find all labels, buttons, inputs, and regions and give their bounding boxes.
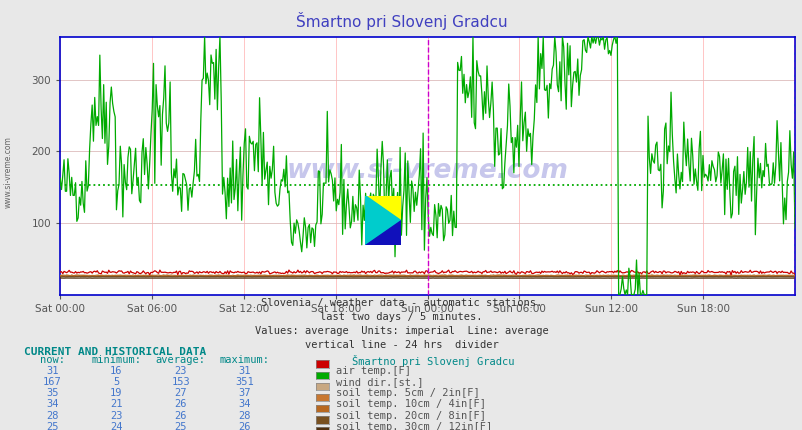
Text: Slovenia / weather data - automatic stations.: Slovenia / weather data - automatic stat…	[261, 298, 541, 307]
Polygon shape	[365, 220, 400, 245]
Text: 28: 28	[238, 411, 251, 421]
Text: 27: 27	[174, 388, 187, 398]
Text: maximum:: maximum:	[220, 355, 269, 365]
Text: soil temp. 10cm / 4in[F]: soil temp. 10cm / 4in[F]	[335, 399, 485, 409]
Text: CURRENT AND HISTORICAL DATA: CURRENT AND HISTORICAL DATA	[24, 347, 206, 357]
Text: 24: 24	[110, 422, 123, 430]
Text: 351: 351	[235, 377, 254, 387]
Text: www.si-vreme.com: www.si-vreme.com	[4, 136, 13, 208]
Text: 25: 25	[46, 422, 59, 430]
Text: 34: 34	[238, 399, 251, 409]
Text: soil temp. 30cm / 12in[F]: soil temp. 30cm / 12in[F]	[335, 422, 492, 430]
Text: soil temp. 5cm / 2in[F]: soil temp. 5cm / 2in[F]	[335, 388, 479, 398]
Text: 167: 167	[43, 377, 62, 387]
Text: 23: 23	[110, 411, 123, 421]
Text: wind dir.[st.]: wind dir.[st.]	[335, 377, 423, 387]
Text: 31: 31	[46, 366, 59, 376]
Text: 34: 34	[46, 399, 59, 409]
Text: www.si-vreme.com: www.si-vreme.com	[286, 158, 568, 184]
Text: 19: 19	[110, 388, 123, 398]
Text: average:: average:	[156, 355, 205, 365]
Text: minimum:: minimum:	[91, 355, 141, 365]
Text: 26: 26	[238, 422, 251, 430]
Text: Šmartno pri Slovenj Gradcu: Šmartno pri Slovenj Gradcu	[295, 12, 507, 30]
Text: soil temp. 20cm / 8in[F]: soil temp. 20cm / 8in[F]	[335, 411, 485, 421]
Text: last two days / 5 minutes.: last two days / 5 minutes.	[320, 312, 482, 322]
Text: Values: average  Units: imperial  Line: average: Values: average Units: imperial Line: av…	[254, 326, 548, 336]
Text: 21: 21	[110, 399, 123, 409]
Text: 5: 5	[113, 377, 119, 387]
Text: 35: 35	[46, 388, 59, 398]
Text: now:: now:	[39, 355, 65, 365]
Polygon shape	[365, 196, 400, 245]
Text: 37: 37	[238, 388, 251, 398]
Text: 25: 25	[174, 422, 187, 430]
Text: 16: 16	[110, 366, 123, 376]
Text: 26: 26	[174, 399, 187, 409]
Text: air temp.[F]: air temp.[F]	[335, 366, 410, 376]
Text: 153: 153	[171, 377, 190, 387]
Text: 31: 31	[238, 366, 251, 376]
Text: 26: 26	[174, 411, 187, 421]
Polygon shape	[365, 196, 400, 245]
Text: 28: 28	[46, 411, 59, 421]
Text: 23: 23	[174, 366, 187, 376]
Text: vertical line - 24 hrs  divider: vertical line - 24 hrs divider	[304, 340, 498, 350]
Text: Šmartno pri Slovenj Gradcu: Šmartno pri Slovenj Gradcu	[351, 355, 513, 367]
